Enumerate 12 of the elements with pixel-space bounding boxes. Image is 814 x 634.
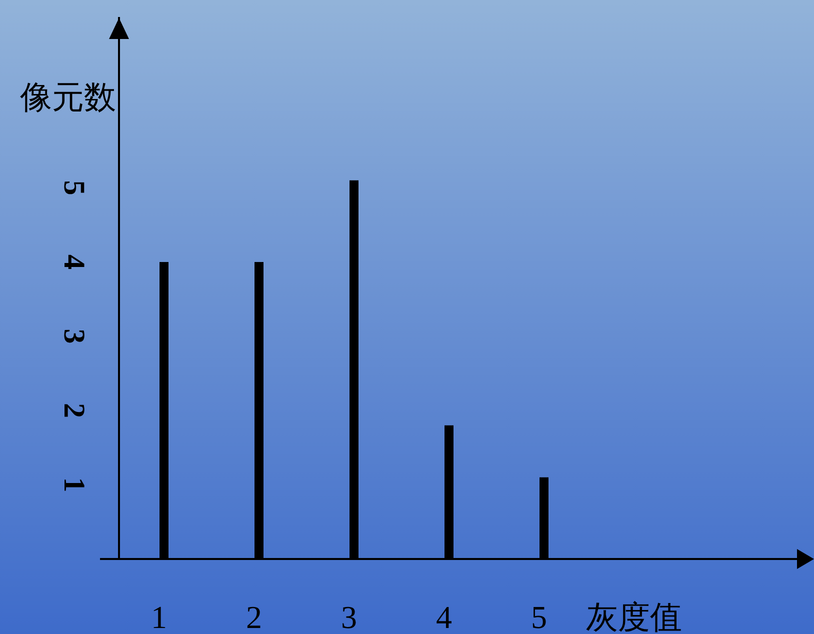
y-axis-title: 像元数 (20, 79, 116, 115)
y-tick-label: 4 (58, 254, 90, 270)
y-tick-label: 2 (58, 403, 90, 418)
y-tick-label: 3 (58, 328, 90, 344)
y-tick-label: 5 (58, 180, 90, 196)
y-tick-label: 1 (58, 477, 90, 492)
x-tick-label: 5 (531, 599, 547, 634)
x-tick-label: 2 (246, 599, 262, 634)
x-tick-label: 1 (151, 599, 167, 634)
x-tick-label: 4 (436, 599, 452, 634)
x-tick-label: 3 (341, 599, 357, 634)
x-axis-title: 灰度值 (586, 599, 682, 634)
